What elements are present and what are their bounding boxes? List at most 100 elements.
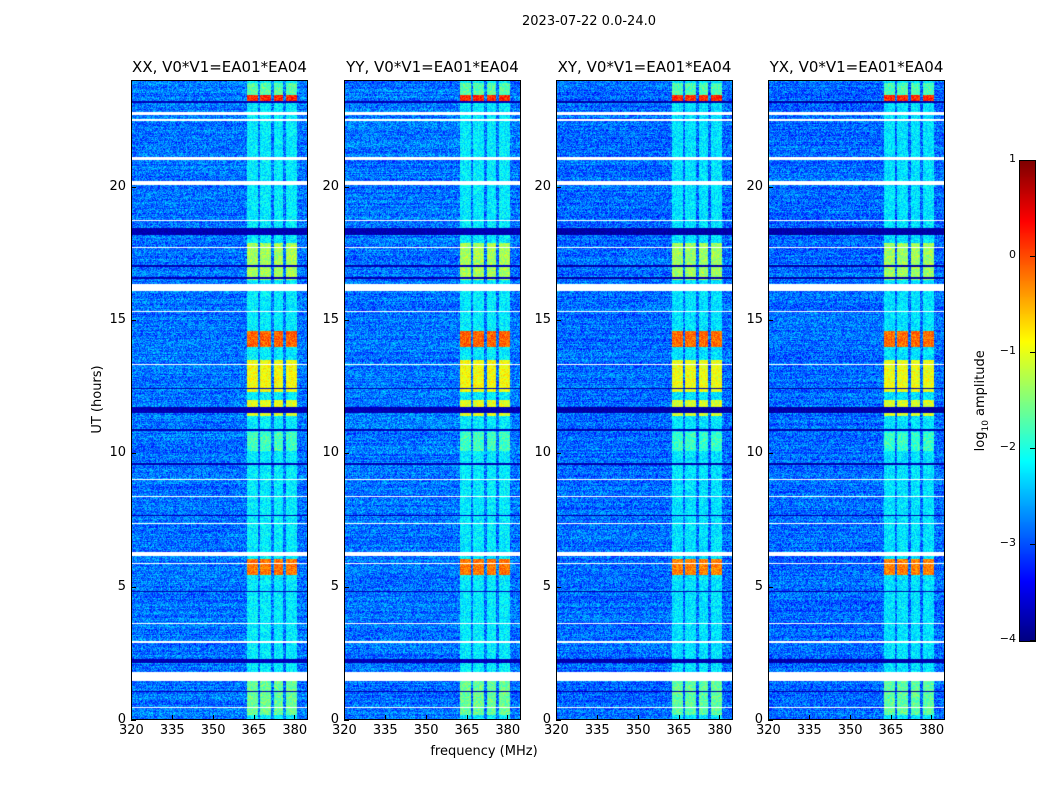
colorbar-tick-label: −4 — [999, 632, 1016, 645]
x-tick-label: 335 — [796, 723, 822, 738]
y-tick — [768, 186, 773, 188]
x-tick — [294, 715, 296, 720]
y-tick-label: 0 — [754, 712, 763, 727]
spectrogram — [556, 80, 733, 720]
y-tick-label: 5 — [117, 578, 126, 594]
y-tick-label: 5 — [330, 578, 339, 594]
x-tick-label: 335 — [584, 723, 610, 738]
y-tick — [344, 720, 349, 721]
y-tick-label: 20 — [109, 178, 126, 194]
x-tick — [171, 715, 173, 720]
x-tick — [931, 715, 933, 720]
y-tick — [768, 586, 773, 588]
panel-title: YY, V0*V1=EA01*EA04 — [346, 58, 519, 76]
colorbar-tick-label: −2 — [999, 440, 1016, 453]
x-tick-label: 320 — [544, 723, 569, 738]
panel-title: XY, V0*V1=EA01*EA04 — [557, 58, 732, 76]
x-tick — [637, 715, 639, 720]
y-tick-label: 15 — [534, 312, 551, 327]
y-tick — [556, 720, 561, 721]
y-tick-label: 0 — [330, 712, 339, 727]
x-tick — [507, 715, 509, 720]
y-tick-label: 10 — [746, 445, 763, 461]
colorbar-tick-label: 0 — [1009, 248, 1016, 261]
x-tick — [425, 715, 427, 720]
y-tick — [344, 186, 349, 188]
x-tick-label: 365 — [878, 723, 904, 738]
colorbar-tick-label: 1 — [1009, 152, 1016, 165]
y-tick — [556, 586, 561, 588]
x-tick — [344, 715, 345, 720]
panel-0: XX, V0*V1=EA01*EA04 320 335 350 365 380 0 5 10 15… — [109, 58, 308, 738]
y-tick-label: 20 — [534, 178, 551, 194]
panel-1: YY, V0*V1=EA01*EA04 320 335 350 365 380 0 5 10 15… — [322, 58, 521, 738]
x-tick-label: 320 — [756, 723, 781, 738]
colorbar-label-log: log — [973, 431, 989, 452]
x-tick — [466, 715, 468, 720]
spectrogram — [131, 80, 308, 720]
colorbar-label-rest: amplitude — [973, 350, 989, 421]
y-tick-label: 15 — [322, 312, 339, 327]
x-tick-label: 350 — [837, 723, 863, 738]
y-tick — [131, 186, 136, 188]
y-tick — [131, 453, 136, 455]
y-tick — [768, 720, 773, 721]
x-tick — [556, 715, 557, 720]
x-tick — [890, 715, 892, 720]
colorbar — [1019, 160, 1036, 642]
x-tick — [212, 715, 214, 720]
y-tick-label: 0 — [542, 712, 551, 727]
panel-title: YX, V0*V1=EA01*EA04 — [769, 58, 944, 76]
x-tick-label: 380 — [282, 723, 308, 738]
y-tick-label: 5 — [754, 578, 763, 594]
spectrogram — [344, 80, 521, 720]
colorbar-tick — [1030, 160, 1035, 161]
colorbar-label: log10 amplitude — [973, 341, 991, 461]
x-tick-label: 350 — [625, 723, 651, 738]
x-tick — [596, 715, 598, 720]
colorbar-tick-label: −3 — [999, 536, 1016, 549]
x-tick-label: 380 — [919, 723, 945, 738]
colorbar-label-base: 10 — [980, 420, 991, 432]
x-tick-label: 365 — [666, 723, 692, 738]
y-tick-label: 0 — [117, 712, 126, 727]
y-tick-label: 10 — [322, 445, 339, 461]
y-tick-label: 15 — [746, 312, 763, 327]
colorbar-tick — [1030, 256, 1035, 257]
x-tick — [768, 715, 769, 720]
x-tick-label: 350 — [413, 723, 439, 738]
x-tick — [849, 715, 851, 720]
x-tick-label: 335 — [159, 723, 185, 738]
x-tick-label: 350 — [200, 723, 226, 738]
y-tick — [344, 453, 349, 455]
y-tick — [131, 320, 136, 321]
colorbar-tick — [1030, 640, 1035, 641]
x-tick-label: 380 — [495, 723, 521, 738]
x-tick — [253, 715, 255, 720]
y-tick-label: 5 — [542, 578, 551, 594]
spectrogram — [768, 80, 945, 720]
y-tick-label: 20 — [746, 178, 763, 194]
colorbar-tick — [1030, 352, 1035, 353]
x-tick-label: 365 — [454, 723, 480, 738]
y-tick-label: 20 — [322, 178, 339, 194]
colorbar-tick-label: −1 — [999, 344, 1016, 357]
y-tick — [131, 720, 136, 721]
panel-3: YX, V0*V1=EA01*EA04 320 335 350 365 380 0 5 10 15… — [746, 58, 945, 738]
x-tick-label: 365 — [241, 723, 267, 738]
x-tick-label: 320 — [119, 723, 144, 738]
y-tick-label: 15 — [109, 312, 126, 327]
y-tick-label: 10 — [534, 445, 551, 461]
y-tick — [556, 453, 561, 455]
panel-title: XX, V0*V1=EA01*EA04 — [132, 58, 307, 76]
y-tick — [556, 186, 561, 188]
x-tick-label: 335 — [372, 723, 398, 738]
y-tick — [344, 320, 349, 321]
y-axis-label: UT (hours) — [90, 365, 105, 434]
x-tick — [808, 715, 810, 720]
colorbar-tick — [1030, 544, 1035, 545]
figure-title: 2023-07-22 0.0-24.0 — [522, 14, 656, 29]
y-tick — [768, 320, 773, 321]
panel-2: XY, V0*V1=EA01*EA04 320 335 350 365 380 0 5 10 15… — [534, 58, 733, 738]
